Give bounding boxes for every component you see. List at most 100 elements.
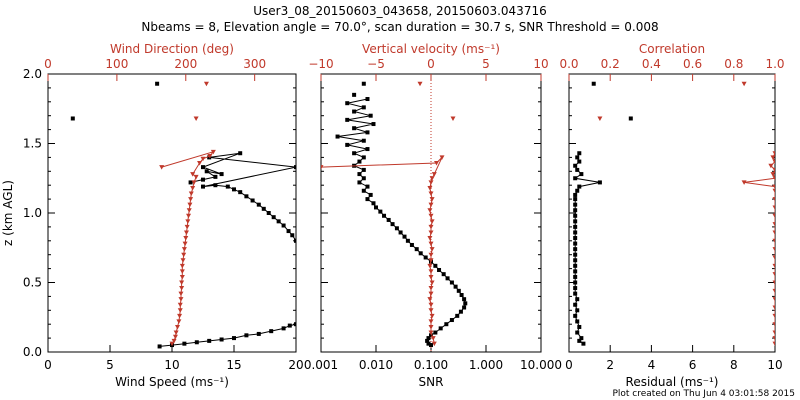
- top-tick-label: 0: [44, 57, 52, 71]
- data-point: [434, 160, 439, 166]
- top-tick-label: 0.8: [724, 57, 743, 71]
- data-point: [261, 206, 266, 211]
- x-tick-label: 0: [565, 358, 573, 372]
- data-point: [463, 301, 468, 306]
- data-point: [269, 329, 274, 334]
- data-point: [361, 138, 366, 143]
- data-point: [417, 81, 423, 87]
- data-point: [772, 230, 775, 235]
- data-point: [428, 213, 434, 219]
- data-point: [772, 280, 775, 285]
- data-point: [428, 286, 434, 291]
- data-point: [444, 322, 449, 327]
- data-point: [204, 169, 209, 174]
- chart-panel-2: 0.001 0.010 0.100 1.000 10.000 SNR −10 −5 0 5 10 Ve…: [304, 42, 562, 389]
- data-point: [409, 242, 414, 247]
- top-axis-label: Vertical velocity (ms⁻¹): [362, 42, 500, 56]
- data-point: [573, 241, 578, 246]
- data-point: [428, 252, 434, 258]
- series-line: [161, 150, 215, 344]
- top-tick-label: 0.0: [559, 57, 578, 71]
- data-point: [429, 219, 435, 224]
- data-point: [772, 297, 775, 302]
- data-point: [428, 274, 434, 280]
- y-tick-label: 1.0: [23, 206, 42, 220]
- data-point: [573, 208, 578, 213]
- data-point: [768, 163, 774, 169]
- plot-frame: [47, 73, 297, 353]
- data-point: [428, 302, 434, 308]
- data-point: [575, 319, 580, 324]
- x-tick-label: 10: [164, 358, 179, 372]
- data-point: [232, 336, 236, 341]
- data-point: [294, 238, 296, 243]
- data-point: [428, 330, 434, 336]
- data-point: [575, 330, 580, 335]
- x-axis-label: Residual (ms⁻¹): [626, 375, 719, 389]
- data-point: [431, 341, 437, 347]
- data-point: [577, 338, 582, 343]
- data-point: [188, 197, 194, 202]
- data-point: [365, 130, 370, 135]
- data-point: [429, 197, 435, 202]
- data-point: [390, 222, 395, 227]
- data-point: [429, 247, 435, 252]
- data-point: [256, 202, 261, 207]
- data-point: [402, 234, 407, 239]
- data-point: [428, 230, 434, 235]
- data-point: [573, 313, 578, 318]
- data-point: [361, 167, 366, 172]
- data-point: [772, 238, 775, 244]
- data-point: [573, 258, 578, 263]
- data-point: [197, 160, 203, 166]
- data-point: [179, 280, 185, 285]
- data-point: [428, 308, 434, 313]
- data-point: [193, 116, 199, 121]
- data-point: [365, 184, 370, 189]
- data-point: [207, 338, 212, 343]
- data-point: [177, 308, 183, 313]
- plot-created-footer: Plot created on Thu Jun 4 03:01:58 2015: [612, 389, 795, 399]
- data-point: [181, 252, 187, 258]
- data-point: [433, 263, 438, 268]
- data-point: [244, 333, 249, 338]
- top-tick-label: 100: [105, 57, 128, 71]
- data-point: [361, 81, 366, 86]
- x-tick-label: 5: [106, 358, 114, 372]
- data-point: [573, 274, 578, 279]
- data-point: [276, 219, 281, 224]
- data-point: [405, 238, 410, 243]
- data-point: [361, 188, 366, 193]
- data-point: [575, 308, 580, 313]
- data-point: [394, 226, 399, 231]
- data-point: [573, 291, 578, 296]
- top-axis-label: Wind Direction (deg): [110, 42, 234, 56]
- data-point: [772, 330, 775, 336]
- data-point: [188, 180, 193, 185]
- data-point: [579, 336, 584, 341]
- data-point: [573, 176, 578, 181]
- plot-frame: [568, 73, 776, 353]
- title-line-2: Nbeams = 8, Elevation angle = 70.0°, sca…: [141, 20, 658, 34]
- data-point: [398, 230, 403, 235]
- data-point: [207, 155, 212, 160]
- data-point: [250, 198, 255, 203]
- y-tick-label: 0.0: [23, 345, 42, 359]
- data-point: [365, 147, 370, 152]
- data-point: [772, 213, 775, 219]
- data-point: [194, 340, 199, 345]
- data-point: [573, 280, 578, 285]
- series-2: [321, 81, 456, 347]
- data-point: [770, 172, 775, 177]
- data-point: [772, 341, 775, 347]
- data-point: [271, 215, 276, 220]
- title-line-1: User3_08_20150603_043658, 20150603.04371…: [253, 4, 546, 18]
- x-tick-label: 0.100: [414, 358, 448, 372]
- data-point: [193, 174, 199, 180]
- data-point: [428, 202, 434, 208]
- top-tick-label: 10: [533, 57, 548, 71]
- chart-panel-3: 0 2 4 6 8 10 Residual (ms⁻¹) 0.0 0.2 0.4 0.6 0.8 1.0…: [559, 42, 784, 389]
- x-tick-label: 10: [767, 358, 782, 372]
- data-point: [173, 330, 179, 336]
